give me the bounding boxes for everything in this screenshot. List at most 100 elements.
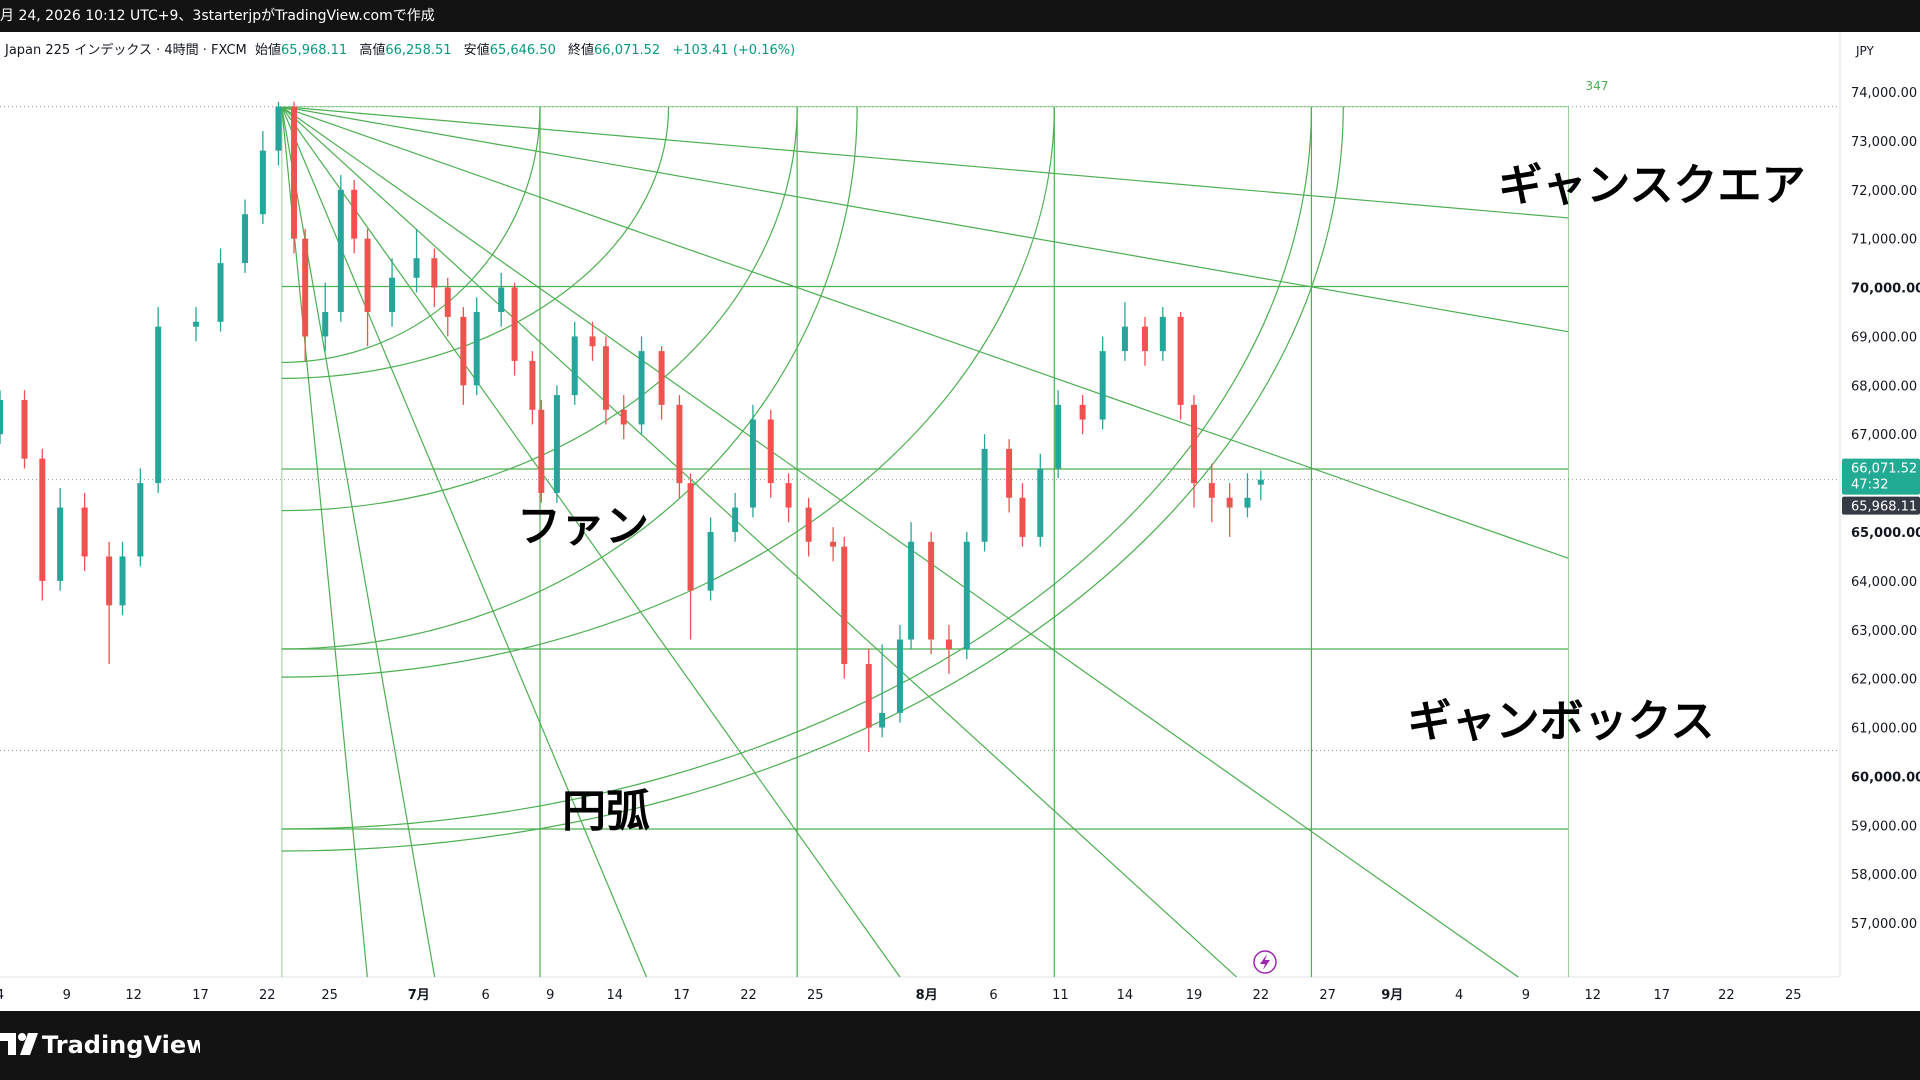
candle-body: [1190, 404, 1197, 484]
candle-body: [676, 404, 683, 484]
candle-body: [39, 458, 46, 581]
candle-body: [337, 189, 344, 312]
open-price-box: [1842, 496, 1920, 515]
x-tick-label: 25: [807, 988, 824, 1003]
gann-arc: [281, 106, 858, 650]
symbol: Japan 225 インデックス · 4時間 · FXCM: [5, 43, 247, 58]
y-tick-label: 58,000.00: [1851, 868, 1917, 883]
x-tick-label: 9: [1522, 988, 1530, 1003]
candle-body: [259, 150, 266, 215]
y-tick-label: 60,000.00: [1851, 770, 1920, 785]
caption: 月 24, 2026 10:12 UTC+9、3starterjpがTradin…: [0, 8, 435, 24]
x-tick-label: 4: [1455, 988, 1463, 1003]
legend-value: 66,258.51: [385, 43, 452, 58]
open-price-label: 65,968.11: [1851, 500, 1917, 515]
x-tick-label: 27: [1319, 988, 1336, 1003]
y-tick-label: 73,000.00: [1851, 135, 1917, 150]
x-tick-label: 17: [673, 988, 690, 1003]
legend: Japan 225 インデックス · 4時間 · FXCM 始値65,968.1…: [5, 39, 803, 58]
candle-body: [1159, 316, 1166, 352]
logo-mark: [20, 1033, 38, 1055]
chart: JPY 347 74,000.00 73,000.00 72,000.00 71,000.…: [0, 32, 1920, 1003]
candle-body: [571, 336, 578, 396]
x-tick-label: 22: [1718, 988, 1735, 1003]
legend-value: 65,968.11: [281, 43, 348, 58]
candle-body: [21, 399, 28, 459]
y-tick-label: 61,000.00: [1851, 722, 1917, 737]
gann-fan: [281, 106, 1569, 219]
candle-body: [638, 351, 645, 425]
candle-body: [389, 277, 396, 312]
candle-body: [473, 311, 480, 386]
y-tick-label: 68,000.00: [1851, 379, 1917, 394]
candle-body: [275, 106, 282, 151]
candle-body: [841, 546, 848, 665]
logo-mark: [18, 1033, 26, 1041]
x-tick-label: 22: [259, 988, 276, 1003]
candle-body: [529, 360, 536, 410]
candle-body: [553, 395, 560, 493]
candle-body: [928, 541, 935, 640]
x-tick-label: 14: [607, 988, 624, 1003]
y-tick-label: 71,000.00: [1851, 233, 1917, 248]
x-tick-label: 12: [1584, 988, 1601, 1003]
candle-body: [498, 287, 505, 312]
candle-body: [364, 238, 371, 312]
candle-body: [749, 419, 756, 508]
y-tick-label: 63,000.00: [1851, 624, 1917, 639]
x-tick-label: 17: [192, 988, 209, 1003]
candle-body: [322, 311, 329, 337]
candle-body: [602, 346, 609, 410]
candle-body: [908, 541, 915, 640]
candle-body: [444, 287, 451, 317]
x-tick-label: 11: [1052, 988, 1069, 1003]
candle-body: [1099, 351, 1106, 420]
candle-body: [1208, 483, 1215, 498]
currency: JPY: [1855, 44, 1875, 58]
annotation: ギャンボックス: [1408, 696, 1715, 747]
x-tick-label: 12: [125, 988, 142, 1003]
last-price-label: 66,071.52: [1851, 462, 1917, 477]
candle-body: [1121, 326, 1128, 352]
candle-body: [291, 106, 298, 239]
x-tick-label: 25: [321, 988, 338, 1003]
candle-body: [963, 541, 970, 650]
x-tick-label: 6: [481, 988, 489, 1003]
candle-body: [658, 351, 665, 405]
gann-fan: [281, 106, 1569, 333]
annotation: ギャンスクエア: [1498, 160, 1805, 211]
gann-drawings: [281, 106, 1569, 978]
candle-body: [707, 532, 714, 591]
candle-body: [1177, 316, 1184, 405]
annotation: 円弧: [562, 786, 650, 837]
x-tick-label: 9月: [1381, 988, 1403, 1003]
candle-body: [81, 507, 88, 557]
event-icon: [1260, 954, 1270, 970]
legend-value: 65,646.50: [489, 43, 556, 58]
legend-value: 66,071.52: [594, 43, 661, 58]
last-price-box: [1842, 458, 1920, 495]
gann-fan: [281, 106, 1238, 978]
x-tick-label: 25: [1785, 988, 1802, 1003]
candle-body: [805, 507, 812, 542]
candle-body: [119, 556, 126, 606]
x-tick-label: 22: [740, 988, 757, 1003]
x-tick-label: 7月: [408, 988, 430, 1003]
gann-arc: [281, 106, 541, 364]
y-tick-label: 74,000.00: [1851, 86, 1917, 101]
gann-arc: [281, 106, 1055, 678]
candle-body: [732, 507, 739, 533]
candle-body: [1257, 479, 1264, 485]
gann-fan: [281, 106, 368, 978]
brand: TradingView: [42, 1031, 200, 1059]
y-tick-label: 64,000.00: [1851, 575, 1917, 590]
candle-body: [1244, 497, 1251, 508]
candle-body: [1226, 497, 1233, 508]
candle-body: [155, 326, 162, 484]
candle-body: [511, 287, 518, 361]
legend-key: 高値: [359, 43, 386, 58]
candle-body: [1006, 448, 1013, 498]
candle-body: [302, 238, 309, 337]
y-tick-label: 67,000.00: [1851, 428, 1917, 443]
